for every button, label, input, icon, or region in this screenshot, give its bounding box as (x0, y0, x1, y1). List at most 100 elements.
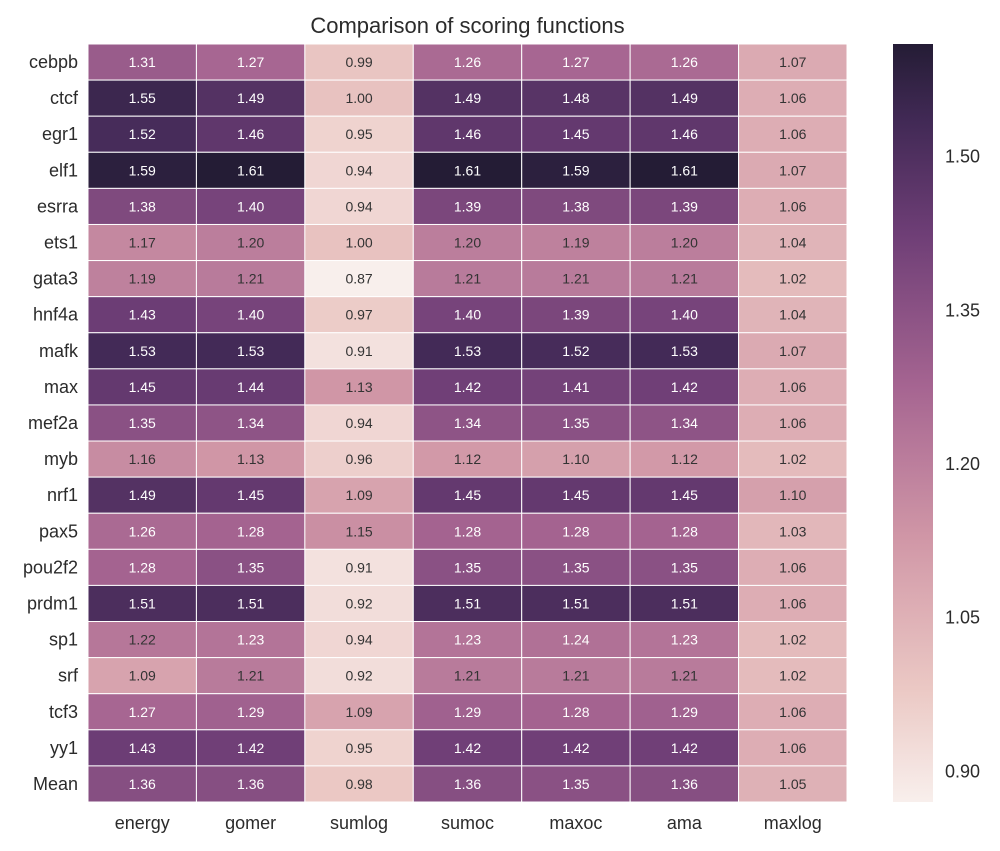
cell-value-label: 1.46 (671, 126, 698, 142)
cell-value-label: 1.31 (129, 54, 156, 70)
heatmap-cell (87, 476, 197, 514)
cell-value-label: 0.92 (345, 668, 372, 684)
cell-value-label: 1.04 (779, 307, 806, 323)
cell-value-label: 1.06 (779, 740, 806, 756)
cell-value-label: 1.53 (129, 343, 156, 359)
cell-value-label: 1.49 (129, 487, 156, 503)
heatmap-cell (195, 765, 306, 803)
cell-value-label: 1.23 (237, 632, 264, 648)
cell-value-label: 1.39 (454, 198, 481, 214)
heatmap-cell (521, 115, 631, 153)
cell-value-label: 1.06 (779, 90, 806, 106)
heatmap-cell (521, 440, 631, 478)
cell-value-label: 1.29 (671, 704, 698, 720)
heatmap-cell (304, 43, 414, 81)
cell-value-label: 1.21 (562, 271, 589, 287)
cell-value-label: 0.99 (345, 54, 372, 70)
heatmap-cell (412, 440, 523, 478)
row-label: cebpb (29, 52, 78, 72)
heatmap-cell (412, 223, 523, 262)
row-label: ets1 (44, 233, 78, 253)
cell-value-label: 1.06 (779, 198, 806, 214)
heatmap-cell (304, 115, 414, 153)
cell-value-label: 1.61 (454, 162, 481, 178)
cell-value-label: 1.28 (237, 523, 264, 539)
heatmap-cell (412, 765, 523, 803)
cell-value-label: 1.39 (562, 307, 589, 323)
heatmap-cell (87, 151, 197, 189)
cell-value-label: 1.38 (562, 198, 589, 214)
cell-value-label: 1.21 (562, 668, 589, 684)
heatmap-cell (629, 332, 740, 370)
cell-value-label: 0.92 (345, 595, 372, 611)
row-labels: cebpb ctcf egr1 elf1 esrra ets1 gata3 hnf4a mafk… (23, 52, 79, 794)
cell-value-label: 1.27 (129, 704, 156, 720)
heatmap-cell (304, 584, 414, 623)
heatmap-cell (412, 621, 523, 659)
heatmap-cell (87, 296, 197, 334)
cell-value-label: 1.28 (562, 523, 589, 539)
cell-value-label: 1.06 (779, 126, 806, 142)
heatmap-cell (304, 729, 414, 767)
cell-value-label: 1.59 (129, 162, 156, 178)
heatmap-cell (195, 43, 306, 81)
heatmap-cell (195, 115, 306, 153)
cell-value-label: 1.45 (671, 487, 698, 503)
cell-value-label: 1.13 (345, 379, 372, 395)
column-labels: energy gomer sumlog sumoc maxoc ama maxlog (115, 813, 822, 833)
cell-value-label: 1.17 (129, 235, 156, 251)
cell-value-label: 1.28 (562, 704, 589, 720)
heatmap-cell (87, 187, 197, 225)
cell-value-label: 1.28 (129, 559, 156, 575)
heatmap-cell (304, 404, 414, 442)
heatmap-cell (195, 657, 306, 695)
cell-value-label: 1.42 (671, 740, 698, 756)
cell-value-label: 1.49 (454, 90, 481, 106)
heatmap-cell (738, 332, 848, 370)
cell-value-label: 1.45 (562, 487, 589, 503)
row-label: myb (44, 449, 78, 469)
cell-value-label: 1.27 (237, 54, 264, 70)
heatmap-cell (738, 584, 848, 623)
cell-value-label: 1.21 (454, 271, 481, 287)
heatmap-cell (738, 368, 848, 406)
cell-value-label: 1.09 (345, 487, 372, 503)
cell-value-label: 1.43 (129, 740, 156, 756)
heatmap-cell (738, 548, 848, 586)
cell-value-label: 1.44 (237, 379, 264, 395)
heatmap-cell (738, 765, 848, 803)
cell-value-label: 1.40 (454, 307, 481, 323)
cell-value-label: 1.35 (454, 559, 481, 575)
cell-value-label: 1.45 (129, 379, 156, 395)
cell-value-label: 1.13 (237, 451, 264, 467)
cell-value-label: 1.10 (562, 451, 589, 467)
heatmap-cell (195, 151, 306, 189)
heatmap-cell (412, 332, 523, 370)
row-label: mafk (39, 341, 79, 361)
cell-value-label: 1.52 (562, 343, 589, 359)
heatmap-cell (629, 657, 740, 695)
cell-value-label: 1.61 (237, 162, 264, 178)
cell-value-label: 1.53 (671, 343, 698, 359)
heatmap-cell (738, 476, 848, 514)
heatmap-cell (629, 223, 740, 262)
chart-title: Comparison of scoring functions (310, 13, 625, 38)
cell-value-label: 1.51 (129, 595, 156, 611)
cell-value-label: 0.94 (345, 632, 372, 648)
heatmap-cell (195, 260, 306, 298)
cell-value-label: 1.53 (237, 343, 264, 359)
cell-value-label: 0.96 (345, 451, 372, 467)
heatmap-cell (629, 404, 740, 442)
cell-value-label: 1.20 (237, 235, 264, 251)
cell-value-label: 1.51 (671, 595, 698, 611)
heatmap-cell (738, 404, 848, 442)
heatmap-cell (195, 440, 306, 478)
cell-value-label: 1.07 (779, 54, 806, 70)
cell-value-label: 1.36 (671, 776, 698, 792)
cell-value-label: 1.02 (779, 632, 806, 648)
cell-value-label: 0.98 (345, 776, 372, 792)
cell-value-label: 1.38 (129, 198, 156, 214)
colorbar-tick-label: 1.20 (945, 454, 980, 474)
cell-value-label: 1.40 (237, 307, 264, 323)
heatmap-cell (412, 115, 523, 153)
